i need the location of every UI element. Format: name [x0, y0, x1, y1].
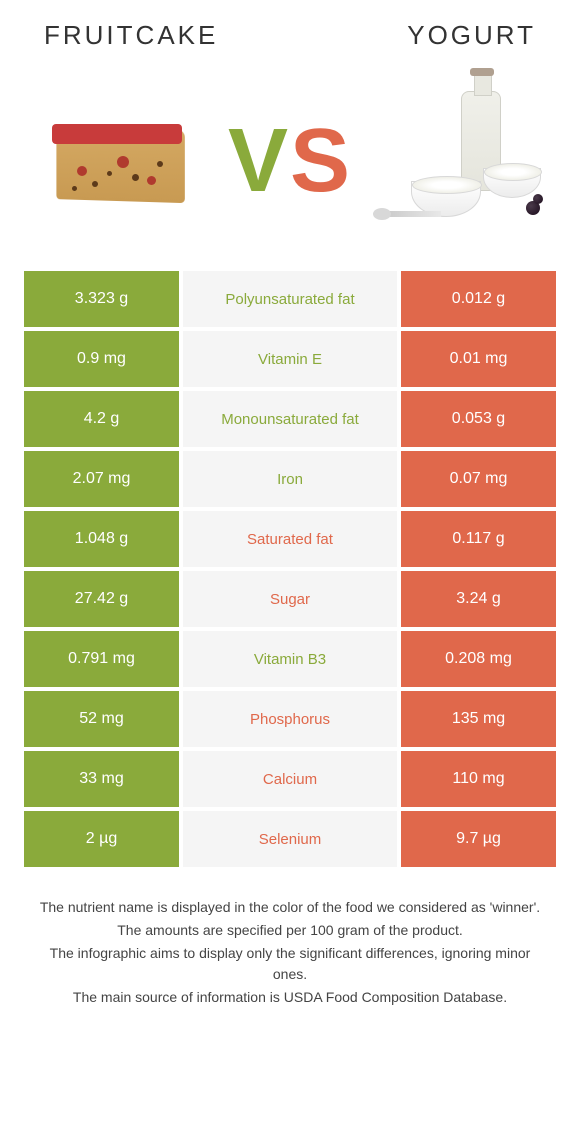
nutrient-label: Vitamin E — [183, 331, 397, 387]
table-row: 0.791 mgVitamin B30.208 mg — [24, 631, 556, 687]
footer-line-4: The main source of information is USDA F… — [34, 987, 546, 1008]
header: FRUITCAKE YOGURT — [24, 20, 556, 51]
comparison-table: 3.323 gPolyunsaturated fat0.012 g0.9 mgV… — [24, 271, 556, 867]
vs-s: S — [290, 110, 352, 213]
right-value: 0.01 mg — [401, 331, 556, 387]
left-value: 2.07 mg — [24, 451, 179, 507]
left-food-title: FRUITCAKE — [44, 20, 218, 51]
left-value: 27.42 g — [24, 571, 179, 627]
right-value: 9.7 µg — [401, 811, 556, 867]
nutrient-label: Selenium — [183, 811, 397, 867]
left-value: 3.323 g — [24, 271, 179, 327]
table-row: 27.42 gSugar3.24 g — [24, 571, 556, 627]
table-row: 2.07 mgIron0.07 mg — [24, 451, 556, 507]
footer-line-2: The amounts are specified per 100 gram o… — [34, 920, 546, 941]
nutrient-label: Iron — [183, 451, 397, 507]
right-value: 110 mg — [401, 751, 556, 807]
fruitcake-image — [34, 91, 199, 231]
table-row: 1.048 gSaturated fat0.117 g — [24, 511, 556, 567]
footer-line-1: The nutrient name is displayed in the co… — [34, 897, 546, 918]
vs-v: V — [228, 110, 290, 213]
yogurt-image — [381, 91, 546, 231]
left-value: 0.791 mg — [24, 631, 179, 687]
right-value: 0.053 g — [401, 391, 556, 447]
nutrient-label: Saturated fat — [183, 511, 397, 567]
table-row: 52 mgPhosphorus135 mg — [24, 691, 556, 747]
left-value: 4.2 g — [24, 391, 179, 447]
footer-notes: The nutrient name is displayed in the co… — [24, 897, 556, 1008]
right-value: 3.24 g — [401, 571, 556, 627]
right-value: 135 mg — [401, 691, 556, 747]
right-value: 0.208 mg — [401, 631, 556, 687]
right-food-title: YOGURT — [407, 20, 536, 51]
nutrient-label: Vitamin B3 — [183, 631, 397, 687]
table-row: 0.9 mgVitamin E0.01 mg — [24, 331, 556, 387]
left-value: 33 mg — [24, 751, 179, 807]
nutrient-label: Phosphorus — [183, 691, 397, 747]
nutrient-label: Sugar — [183, 571, 397, 627]
footer-line-3: The infographic aims to display only the… — [34, 943, 546, 985]
right-value: 0.117 g — [401, 511, 556, 567]
table-row: 2 µgSelenium9.7 µg — [24, 811, 556, 867]
nutrient-label: Monounsaturated fat — [183, 391, 397, 447]
right-value: 0.012 g — [401, 271, 556, 327]
nutrient-label: Calcium — [183, 751, 397, 807]
table-row: 33 mgCalcium110 mg — [24, 751, 556, 807]
nutrient-label: Polyunsaturated fat — [183, 271, 397, 327]
left-value: 52 mg — [24, 691, 179, 747]
table-row: 4.2 gMonounsaturated fat0.053 g — [24, 391, 556, 447]
right-value: 0.07 mg — [401, 451, 556, 507]
left-value: 0.9 mg — [24, 331, 179, 387]
vs-icon: VS — [228, 110, 352, 213]
images-row: VS — [24, 71, 556, 251]
table-row: 3.323 gPolyunsaturated fat0.012 g — [24, 271, 556, 327]
left-value: 1.048 g — [24, 511, 179, 567]
left-value: 2 µg — [24, 811, 179, 867]
